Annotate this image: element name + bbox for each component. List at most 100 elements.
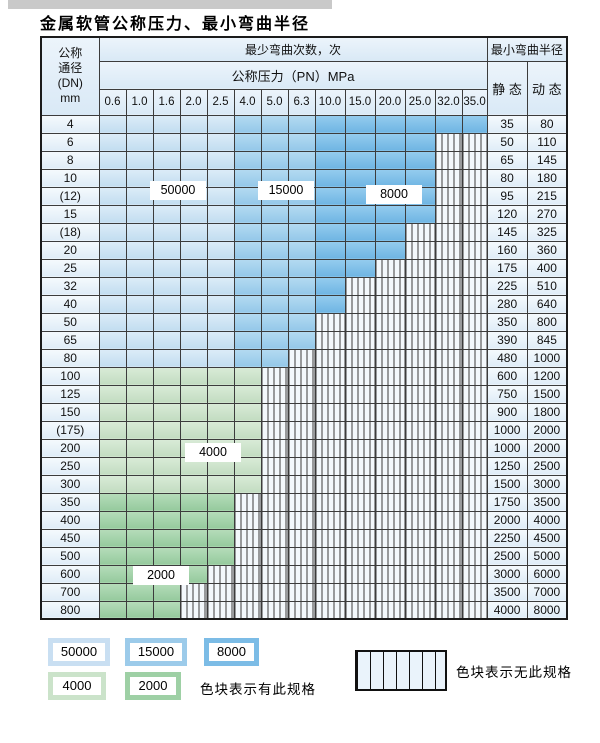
spec-cell	[98, 348, 127, 368]
no-spec-cell	[314, 366, 346, 386]
no-spec-cell	[287, 546, 316, 566]
no-spec-cell	[461, 492, 488, 512]
dynamic-radius-cell: 80	[526, 114, 568, 134]
no-spec-cell	[233, 528, 262, 548]
spec-cell	[98, 312, 127, 332]
spec-cell	[206, 474, 235, 494]
spec-cell	[152, 366, 181, 386]
dynamic-radius-cell: 8000	[526, 600, 568, 620]
spec-cell	[206, 420, 235, 440]
corner-header: 公称 通径 (DN) mm	[40, 36, 100, 116]
spec-cell	[260, 276, 289, 296]
dynamic-radius-cell: 845	[526, 330, 568, 350]
no-spec-cell	[461, 600, 488, 620]
spec-cell	[314, 240, 346, 260]
spec-cell	[314, 114, 346, 134]
no-spec-cell	[314, 402, 346, 422]
spec-cell	[233, 348, 262, 368]
spec-cell	[233, 330, 262, 350]
no-spec-cell	[287, 420, 316, 440]
no-spec-cell	[374, 492, 406, 512]
static-radius-cell: 390	[486, 330, 528, 350]
dn-cell: 50	[40, 312, 100, 332]
no-spec-cell	[314, 528, 346, 548]
no-spec-cell	[461, 348, 488, 368]
spec-cell	[404, 114, 436, 134]
cycle-label-2000: 2000	[133, 566, 189, 585]
legend-swatch-label: 2000	[130, 677, 176, 695]
no-spec-cell	[404, 510, 436, 530]
no-spec-cell	[287, 366, 316, 386]
no-spec-cell	[434, 240, 463, 260]
dn-cell: 32	[40, 276, 100, 296]
static-header: 静 态	[486, 60, 528, 116]
spec-cell	[98, 186, 127, 206]
spec-cell	[125, 582, 154, 602]
spec-cell	[374, 132, 406, 152]
table-row: (18) 145 325	[40, 222, 568, 242]
spec-cell	[152, 528, 181, 548]
no-spec-cell	[404, 420, 436, 440]
dn-cell: 65	[40, 330, 100, 350]
no-spec-cell	[260, 600, 289, 620]
no-spec-cell	[260, 438, 289, 458]
no-spec-cell	[374, 600, 406, 620]
no-spec-cell	[434, 312, 463, 332]
no-spec-cell	[344, 528, 376, 548]
pressure-col-15.0: 15.0	[344, 88, 376, 116]
no-spec-cell	[260, 474, 289, 494]
static-radius-cell: 3000	[486, 564, 528, 584]
spec-cell	[179, 150, 208, 170]
no-spec-cell	[434, 204, 463, 224]
spec-cell	[287, 204, 316, 224]
no-spec-cell	[314, 330, 346, 350]
no-spec-cell	[374, 312, 406, 332]
page-title: 金属软管公称压力、最小弯曲半径	[40, 14, 311, 33]
no-spec-cell	[344, 366, 376, 386]
spec-cell	[314, 168, 346, 188]
legend-swatch-label: 4000	[53, 677, 101, 695]
no-spec-cell	[287, 564, 316, 584]
spec-cell	[152, 348, 181, 368]
no-spec-cell	[461, 168, 488, 188]
no-spec-cell	[374, 258, 406, 278]
no-spec-cell	[260, 402, 289, 422]
pressure-col-5.0: 5.0	[260, 88, 289, 116]
spec-cell	[98, 528, 127, 548]
table-row: 125 750 1500	[40, 384, 568, 404]
dn-cell: 40	[40, 294, 100, 314]
spec-cell	[125, 420, 154, 440]
dn-cell: 25	[40, 258, 100, 278]
spec-cell	[287, 312, 316, 332]
spec-cell	[206, 240, 235, 260]
no-spec-cell	[344, 600, 376, 620]
pressure-col-2.0: 2.0	[179, 88, 208, 116]
spec-cell	[179, 240, 208, 260]
dn-cell: 450	[40, 528, 100, 548]
no-spec-cell	[374, 402, 406, 422]
dynamic-radius-cell: 360	[526, 240, 568, 260]
pressure-col-35.0: 35.0	[461, 88, 488, 116]
spec-cell	[152, 258, 181, 278]
no-spec-cell	[404, 492, 436, 512]
dynamic-radius-cell: 270	[526, 204, 568, 224]
spec-cell	[152, 510, 181, 530]
spec-cell	[152, 600, 181, 620]
static-radius-cell: 900	[486, 402, 528, 422]
no-spec-cell	[461, 312, 488, 332]
spec-cell	[314, 186, 346, 206]
table-row: 250 1250 2500	[40, 456, 568, 476]
spec-cell	[98, 474, 127, 494]
spec-cell	[374, 150, 406, 170]
static-radius-cell: 160	[486, 240, 528, 260]
spec-cell	[179, 492, 208, 512]
spec-cell	[98, 114, 127, 134]
table-row: 25 175 400	[40, 258, 568, 278]
dynamic-radius-cell: 2000	[526, 438, 568, 458]
dn-cell: 800	[40, 600, 100, 620]
table-row: 500 2500 5000	[40, 546, 568, 566]
no-spec-cell	[374, 348, 406, 368]
spec-cell	[98, 276, 127, 296]
spec-cell	[206, 528, 235, 548]
table-row: 200 1000 2000	[40, 438, 568, 458]
